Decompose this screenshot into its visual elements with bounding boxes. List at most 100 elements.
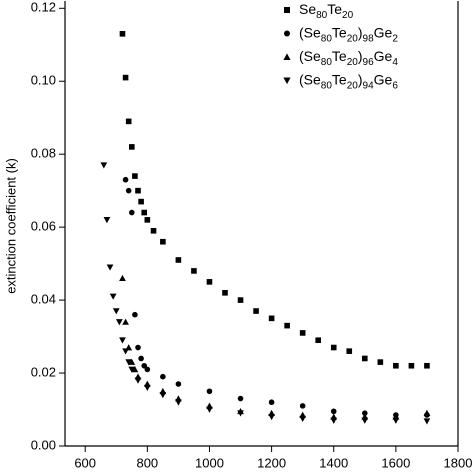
point <box>134 377 142 384</box>
series <box>122 176 430 418</box>
point <box>128 144 135 150</box>
point <box>392 417 400 424</box>
point <box>206 388 213 395</box>
point <box>138 355 144 362</box>
point <box>330 417 338 424</box>
legend-marker <box>284 30 290 37</box>
x-tick-label: 1600 <box>381 455 410 470</box>
point <box>361 355 368 362</box>
point <box>299 330 306 336</box>
x-tick-label: 1000 <box>195 455 224 470</box>
x-tick-label: 800 <box>136 455 158 470</box>
point <box>144 366 151 373</box>
point <box>125 118 132 125</box>
point <box>116 319 123 326</box>
point <box>330 408 337 415</box>
point <box>206 279 213 285</box>
point <box>128 209 135 216</box>
point <box>131 366 139 373</box>
point <box>160 373 166 380</box>
point <box>299 403 306 409</box>
point <box>122 318 129 325</box>
point <box>346 348 353 354</box>
point <box>132 311 138 318</box>
y-tick-label: 0.02 <box>31 364 56 379</box>
point <box>423 409 431 416</box>
x-tick-label: 1200 <box>257 455 286 470</box>
point <box>122 176 129 183</box>
point <box>132 173 138 179</box>
point <box>284 322 290 329</box>
point <box>141 362 148 369</box>
point <box>119 31 126 37</box>
point <box>268 399 275 406</box>
point <box>119 337 126 344</box>
point <box>103 217 111 224</box>
point <box>191 268 197 274</box>
point <box>100 162 108 169</box>
point <box>109 293 117 300</box>
point <box>237 410 244 417</box>
y-tick-label: 0.04 <box>31 292 56 307</box>
point <box>393 362 399 369</box>
series <box>119 31 430 369</box>
point <box>160 238 166 245</box>
point <box>175 399 182 406</box>
y-tick-label: 0.08 <box>31 146 56 161</box>
x-tick-label: 600 <box>74 455 96 470</box>
legend-marker <box>284 7 290 13</box>
y-tick-label: 0.10 <box>31 73 56 88</box>
y-tick-label: 0.06 <box>31 219 56 234</box>
point <box>159 392 167 399</box>
legend-marker <box>283 77 291 85</box>
legend-label: (Se80Te20)94Ge6 <box>299 71 398 91</box>
legend-label: Se80Te20 <box>299 1 354 21</box>
point <box>150 227 157 234</box>
point <box>135 344 141 351</box>
point <box>119 274 126 282</box>
series <box>100 162 431 425</box>
point <box>253 308 259 314</box>
point <box>106 264 114 271</box>
point <box>377 359 384 365</box>
point <box>330 344 337 351</box>
point <box>315 337 321 344</box>
point <box>423 418 431 425</box>
point <box>299 415 307 423</box>
point <box>361 417 369 424</box>
point <box>128 358 136 365</box>
point <box>143 384 151 391</box>
point <box>206 406 213 413</box>
point <box>141 209 148 216</box>
y-tick-label: 0.12 <box>31 0 56 15</box>
point <box>135 187 141 194</box>
y-axis-label: extinction coefficient (k) <box>3 158 18 294</box>
x-tick-label: 1400 <box>319 455 348 470</box>
point <box>361 410 368 416</box>
point <box>268 414 275 421</box>
point <box>424 362 430 369</box>
point <box>122 348 129 355</box>
x-tick-label: 1800 <box>444 455 473 470</box>
y-tick-label: 0.00 <box>31 437 56 452</box>
legend: Se80Te20 (Se80Te20)98Ge2 (Se80Te20)96Ge4 (S… <box>283 1 398 91</box>
series <box>119 274 431 420</box>
point <box>237 297 244 303</box>
point <box>175 381 182 387</box>
point <box>144 217 151 223</box>
legend-label: (Se80Te20)98Ge2 <box>299 24 398 44</box>
point <box>125 187 132 194</box>
point <box>408 362 415 369</box>
point <box>125 359 133 366</box>
point <box>122 74 129 81</box>
point <box>112 308 120 315</box>
point <box>237 395 244 402</box>
point <box>128 366 136 373</box>
point <box>175 257 182 263</box>
legend-label: (Se80Te20)96Ge4 <box>299 48 398 68</box>
point <box>268 315 275 322</box>
point <box>138 198 144 205</box>
legend-marker <box>283 53 291 60</box>
point <box>222 290 228 296</box>
